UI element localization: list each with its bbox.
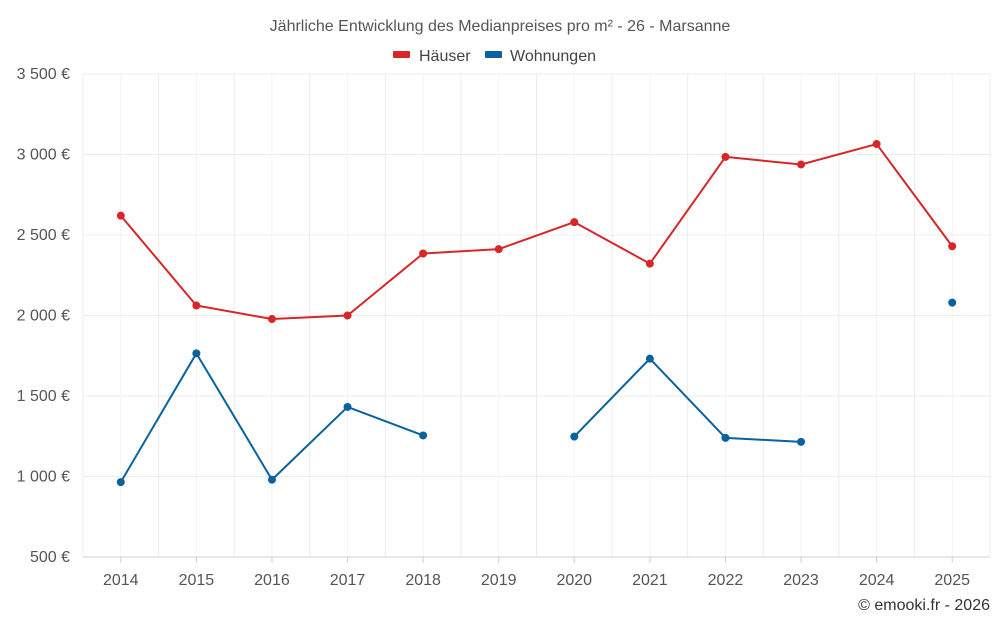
x-tick-label: 2015 [179, 572, 215, 589]
y-tick-label: 500 € [30, 549, 70, 566]
data-point[interactable] [797, 160, 806, 169]
y-tick-label: 3 000 € [17, 147, 70, 164]
y-tick-label: 1 500 € [17, 388, 70, 405]
x-tick-label: 2021 [632, 572, 668, 589]
series-haeuser [116, 140, 957, 324]
data-point[interactable] [419, 249, 428, 258]
data-point[interactable] [343, 402, 352, 411]
data-point[interactable] [570, 432, 579, 441]
data-point[interactable] [116, 211, 125, 220]
data-point[interactable] [192, 301, 201, 310]
data-point[interactable] [872, 140, 881, 149]
data-point[interactable] [419, 431, 428, 440]
data-point[interactable] [645, 354, 654, 363]
x-tick-label: 2017 [330, 572, 366, 589]
x-tick-label: 2016 [254, 572, 290, 589]
y-tick-label: 3 500 € [17, 66, 70, 83]
x-axis: 2014 2015 2016 2017 2018 2019 2020 2021 2022 2023… [83, 556, 990, 589]
x-tick-label: 2019 [481, 572, 517, 589]
x-tick-label: 2014 [103, 572, 139, 589]
data-point[interactable] [570, 218, 579, 227]
legend-swatch-haeuser [393, 51, 410, 58]
legend-swatch-wohnungen [485, 51, 502, 58]
legend: Häuser Wohnungen [393, 48, 596, 65]
chart-title: Jährliche Entwicklung des Medianpreises … [270, 18, 731, 35]
grid [82, 73, 991, 558]
data-point[interactable] [645, 259, 654, 268]
x-tick-label: 2020 [556, 572, 592, 589]
y-tick-label: 2 000 € [17, 308, 70, 325]
series-wohnungen [116, 298, 957, 487]
data-point[interactable] [948, 242, 957, 251]
x-tick-label: 2022 [708, 572, 744, 589]
y-axis: 500 € 1 000 € 1 500 € 2 000 € 2 500 € 3 000 €… [17, 66, 70, 566]
data-point[interactable] [721, 152, 730, 161]
credit-text: © emooki.fr - 2026 [858, 597, 990, 614]
data-point[interactable] [192, 349, 201, 358]
legend-label-wohnungen[interactable]: Wohnungen [510, 48, 596, 65]
x-tick-label: 2023 [783, 572, 819, 589]
x-tick-label: 2018 [405, 572, 441, 589]
series-line [573, 357, 802, 443]
y-tick-label: 2 500 € [17, 227, 70, 244]
series-layer [116, 140, 957, 487]
data-point[interactable] [797, 437, 806, 446]
data-point[interactable] [494, 245, 503, 254]
data-point[interactable] [267, 475, 276, 484]
data-point[interactable] [948, 298, 957, 307]
series-line [120, 143, 954, 321]
legend-label-haeuser[interactable]: Häuser [419, 48, 471, 65]
x-tick-label: 2025 [934, 572, 970, 589]
data-point[interactable] [267, 315, 276, 324]
data-point[interactable] [343, 311, 352, 320]
x-tick-label: 2024 [859, 572, 895, 589]
y-tick-label: 1 000 € [17, 469, 70, 486]
data-point[interactable] [116, 478, 125, 487]
data-point[interactable] [721, 433, 730, 442]
